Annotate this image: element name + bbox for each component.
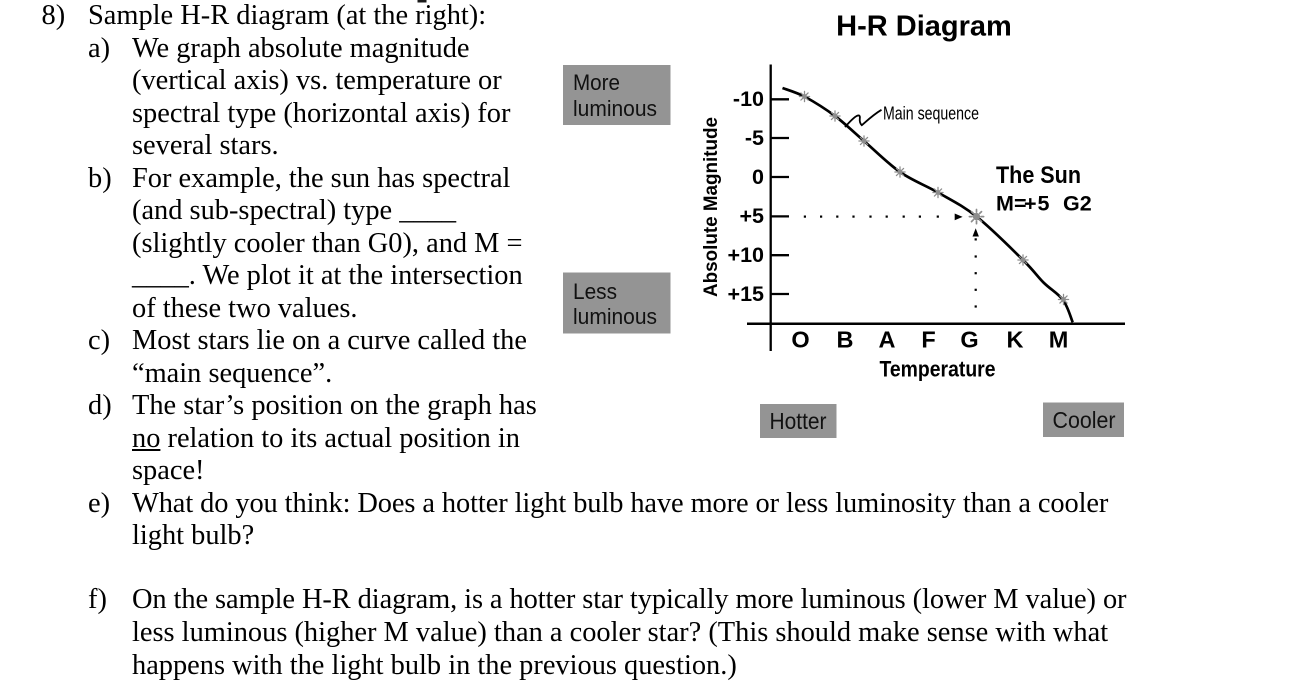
svg-text:M: M	[996, 192, 1014, 216]
svg-text:luminous: luminous	[573, 96, 657, 121]
svg-text:B: B	[837, 327, 854, 353]
svg-text:G: G	[960, 327, 978, 353]
svg-text:K: K	[1007, 327, 1024, 353]
svg-text:A: A	[879, 327, 896, 353]
svg-text:Hotter: Hotter	[770, 408, 827, 434]
svg-text:Less: Less	[573, 279, 617, 304]
svg-text:=: =	[1014, 192, 1027, 216]
svg-text:5: 5	[1038, 192, 1050, 216]
svg-text:+5: +5	[739, 204, 764, 228]
svg-text:Cooler: Cooler	[1053, 407, 1116, 433]
svg-text:G2: G2	[1063, 192, 1092, 216]
svg-text:+15: +15	[728, 282, 765, 306]
svg-text:The Sun: The Sun	[996, 162, 1081, 189]
svg-text:Main sequence: Main sequence	[883, 104, 979, 124]
svg-text:0: 0	[752, 165, 764, 189]
svg-text:O: O	[791, 327, 809, 353]
svg-text:-5: -5	[745, 126, 764, 150]
svg-text:H-R Diagram: H-R Diagram	[836, 10, 1012, 42]
svg-text:Temperature: Temperature	[880, 357, 996, 382]
svg-text:+: +	[1024, 192, 1037, 216]
svg-text:F: F	[921, 327, 935, 353]
svg-text:-10: -10	[733, 87, 764, 111]
svg-text:M: M	[1049, 327, 1069, 353]
svg-text:luminous: luminous	[573, 304, 657, 329]
svg-text:Absolute Magnitude: Absolute Magnitude	[701, 117, 722, 297]
svg-text:+10: +10	[728, 243, 765, 267]
svg-text:More: More	[573, 70, 620, 95]
